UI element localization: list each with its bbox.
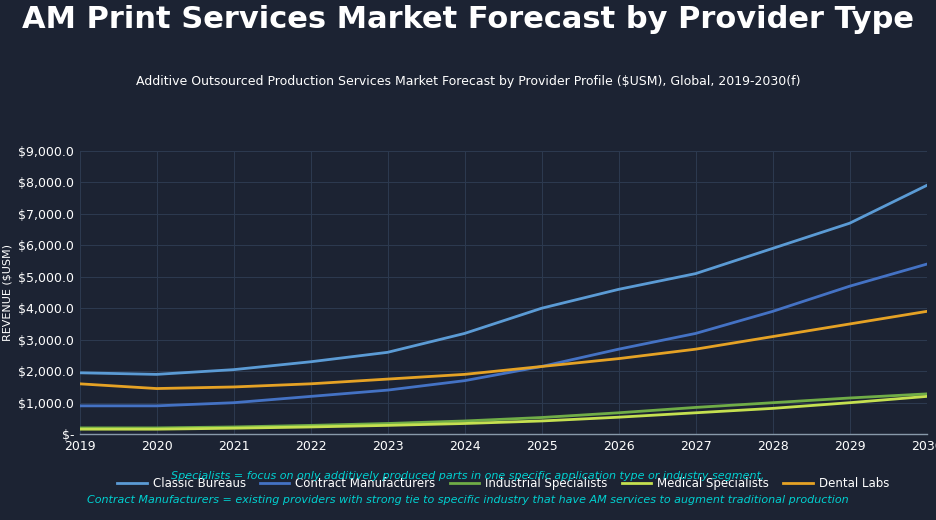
Line: Dental Labs: Dental Labs <box>80 311 927 388</box>
Contract Manufacturers <box>536 363 548 370</box>
Classic Bureaus <box>767 245 778 252</box>
Dental Labs <box>382 376 393 382</box>
Contract Manufacturers <box>382 387 393 393</box>
Industrial Specialists <box>74 425 85 431</box>
Industrial Specialists <box>767 399 778 406</box>
Medical Specialists <box>767 405 778 411</box>
Contract Manufacturers <box>151 402 162 409</box>
Industrial Specialists <box>228 424 240 430</box>
Medical Specialists <box>536 418 548 424</box>
Classic Bureaus <box>382 349 393 356</box>
Industrial Specialists <box>844 395 856 401</box>
Dental Labs <box>690 346 701 353</box>
Dental Labs <box>767 333 778 340</box>
Classic Bureaus <box>844 220 856 226</box>
Dental Labs <box>536 363 548 370</box>
Dental Labs <box>74 381 85 387</box>
Dental Labs <box>151 385 162 392</box>
Dental Labs <box>459 371 470 378</box>
Text: AM Print Services Market Forecast by Provider Type: AM Print Services Market Forecast by Pro… <box>22 5 914 34</box>
Contract Manufacturers <box>613 346 624 353</box>
Medical Specialists <box>921 393 932 399</box>
Dental Labs <box>305 381 316 387</box>
Industrial Specialists <box>921 391 932 397</box>
Medical Specialists <box>613 414 624 420</box>
Industrial Specialists <box>690 405 701 411</box>
Contract Manufacturers <box>690 330 701 336</box>
Industrial Specialists <box>613 410 624 416</box>
Line: Classic Bureaus: Classic Bureaus <box>80 186 927 374</box>
Dental Labs <box>844 321 856 327</box>
Industrial Specialists <box>151 425 162 431</box>
Medical Specialists <box>690 410 701 416</box>
Medical Specialists <box>844 399 856 406</box>
Contract Manufacturers <box>228 399 240 406</box>
Classic Bureaus <box>690 270 701 277</box>
Line: Contract Manufacturers: Contract Manufacturers <box>80 264 927 406</box>
Medical Specialists <box>382 422 393 428</box>
Dental Labs <box>921 308 932 315</box>
Classic Bureaus <box>74 370 85 376</box>
Dental Labs <box>228 384 240 390</box>
Classic Bureaus <box>921 183 932 189</box>
Contract Manufacturers <box>844 283 856 289</box>
Classic Bureaus <box>536 305 548 311</box>
Line: Medical Specialists: Medical Specialists <box>80 396 927 429</box>
Text: Contract Manufacturers = existing providers with strong tie to specific industry: Contract Manufacturers = existing provid… <box>87 495 849 505</box>
Medical Specialists <box>151 426 162 432</box>
Contract Manufacturers <box>74 402 85 409</box>
Y-axis label: REVENUE ($USM): REVENUE ($USM) <box>3 244 12 341</box>
Contract Manufacturers <box>459 378 470 384</box>
Text: Additive Outsourced Production Services Market Forecast by Provider Profile ($US: Additive Outsourced Production Services … <box>136 75 800 88</box>
Text: Specialists = focus on only additively produced parts in one specific applicatio: Specialists = focus on only additively p… <box>171 471 765 480</box>
Medical Specialists <box>459 420 470 426</box>
Classic Bureaus <box>151 371 162 378</box>
Line: Industrial Specialists: Industrial Specialists <box>80 394 927 428</box>
Contract Manufacturers <box>921 261 932 267</box>
Classic Bureaus <box>459 330 470 336</box>
Contract Manufacturers <box>767 308 778 315</box>
Classic Bureaus <box>305 359 316 365</box>
Contract Manufacturers <box>305 393 316 399</box>
Classic Bureaus <box>228 367 240 373</box>
Classic Bureaus <box>613 286 624 292</box>
Medical Specialists <box>74 426 85 432</box>
Medical Specialists <box>228 425 240 431</box>
Industrial Specialists <box>305 422 316 428</box>
Dental Labs <box>613 356 624 362</box>
Medical Specialists <box>305 424 316 430</box>
Legend: Classic Bureaus, Contract Manufacturers, Industrial Specialists, Medical Special: Classic Bureaus, Contract Manufacturers,… <box>112 473 894 495</box>
Industrial Specialists <box>382 420 393 426</box>
Industrial Specialists <box>459 418 470 424</box>
Industrial Specialists <box>536 414 548 421</box>
